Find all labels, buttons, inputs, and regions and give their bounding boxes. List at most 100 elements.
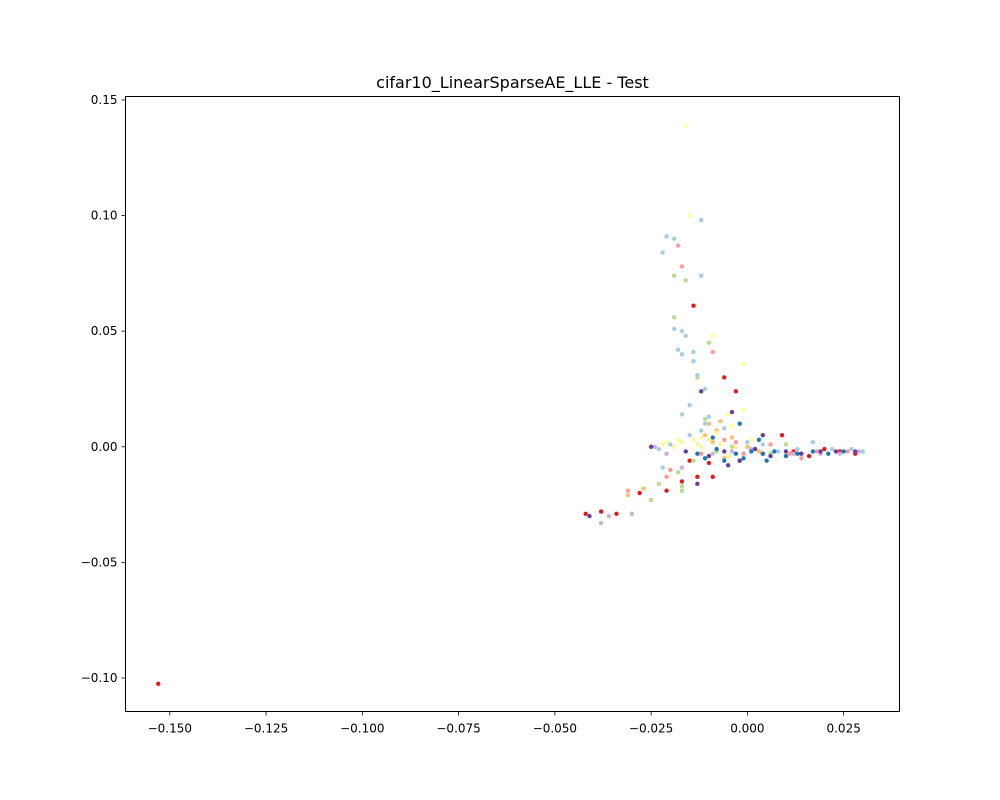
data-point — [729, 444, 735, 449]
data-point — [698, 389, 704, 394]
x-tick-label: −0.050 — [533, 722, 577, 736]
data-point — [606, 513, 611, 519]
data-point — [733, 451, 739, 456]
data-point — [660, 442, 665, 447]
data-point — [598, 520, 604, 526]
data-point — [826, 451, 831, 456]
data-point — [806, 453, 812, 459]
data-point — [675, 470, 681, 475]
data-point — [733, 389, 739, 394]
data-point — [702, 433, 708, 438]
data-point — [706, 460, 712, 466]
data-point — [625, 493, 631, 498]
data-point — [749, 449, 754, 454]
data-point — [783, 453, 789, 459]
data-point — [741, 451, 746, 456]
data-point — [710, 474, 715, 480]
data-point — [652, 444, 658, 449]
data-point — [675, 347, 681, 352]
data-point — [156, 681, 161, 686]
data-point — [756, 449, 762, 454]
data-point — [725, 412, 731, 417]
data-point — [698, 444, 704, 449]
data-point — [687, 213, 692, 218]
data-point — [725, 453, 731, 459]
data-point — [679, 328, 685, 334]
data-point — [679, 352, 685, 357]
data-point — [760, 433, 765, 438]
data-point — [698, 428, 704, 433]
data-point — [675, 437, 681, 443]
data-point — [702, 456, 708, 461]
data-point — [729, 435, 735, 440]
x-tick-label: 0.000 — [730, 722, 764, 736]
data-point — [822, 446, 827, 452]
data-point — [702, 421, 708, 426]
data-point — [860, 449, 866, 454]
data-point — [706, 453, 712, 459]
data-point — [718, 442, 723, 447]
data-point — [679, 488, 685, 493]
data-point — [583, 511, 588, 517]
data-point — [741, 361, 746, 366]
data-point — [683, 123, 688, 128]
data-point — [783, 442, 789, 447]
data-point — [845, 449, 850, 454]
data-point — [679, 439, 685, 445]
data-point — [672, 326, 677, 332]
data-point — [799, 456, 804, 461]
data-point — [722, 458, 727, 463]
data-point — [733, 444, 739, 449]
data-point — [768, 453, 773, 459]
data-point — [772, 449, 777, 454]
data-point — [814, 449, 819, 454]
data-point — [714, 430, 719, 436]
data-point — [698, 217, 704, 223]
data-point — [691, 359, 696, 364]
data-point — [675, 243, 681, 248]
data-point — [799, 451, 804, 456]
data-point — [756, 437, 762, 443]
data-point — [695, 481, 700, 486]
x-tick-label: −0.025 — [629, 722, 673, 736]
x-tick-label: −0.125 — [244, 722, 288, 736]
data-point — [679, 483, 685, 489]
data-point — [648, 497, 654, 503]
data-point — [718, 419, 723, 424]
data-point — [587, 513, 592, 519]
data-point — [679, 479, 685, 484]
data-point — [691, 437, 696, 443]
x-tick-label: 0.025 — [826, 722, 860, 736]
data-point — [706, 437, 712, 443]
data-point — [791, 451, 796, 456]
data-point — [648, 444, 654, 449]
data-point — [729, 423, 735, 429]
x-tick-label: −0.150 — [148, 722, 192, 736]
data-point — [725, 463, 731, 468]
data-point — [745, 439, 750, 445]
data-point — [691, 349, 696, 355]
data-point — [687, 433, 692, 438]
data-point — [722, 449, 727, 454]
data-point — [841, 449, 846, 454]
data-point — [691, 303, 696, 308]
data-point — [779, 433, 785, 438]
data-point — [679, 412, 685, 417]
data-point — [672, 273, 677, 278]
y-tick-label: −0.10 — [81, 671, 118, 685]
data-point — [714, 446, 719, 452]
data-point — [810, 439, 816, 445]
plot-frame — [125, 96, 900, 712]
data-point — [722, 375, 727, 380]
chart-title: cifar10_LinearSparseAE_LLE - Test — [376, 73, 649, 93]
data-point — [698, 451, 704, 456]
points-layer — [156, 123, 866, 686]
data-point — [683, 449, 688, 454]
data-point — [668, 442, 673, 447]
data-point — [672, 236, 677, 241]
data-point — [664, 488, 669, 493]
data-point — [729, 449, 735, 454]
data-point — [637, 490, 642, 496]
data-point — [764, 458, 769, 463]
